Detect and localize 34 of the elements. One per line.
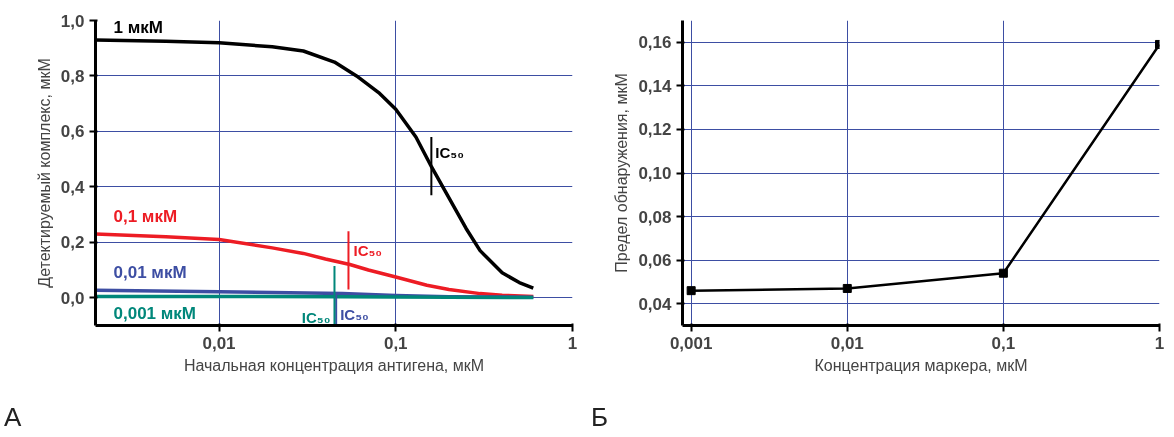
x-tick-label: 1: [1154, 333, 1165, 353]
y-tick-label: 0,0: [60, 288, 85, 308]
y-axis-title: Детектируемый комплекс, мкМ: [35, 58, 53, 288]
y-axis-title: Предел обнаружения, мкМ: [613, 73, 631, 273]
y-tick-label: 0,08: [638, 207, 672, 227]
x-tick-label: 0,001: [669, 333, 713, 353]
y-tick-label: 0,6: [60, 122, 85, 142]
series-label: 1 мкМ: [113, 17, 163, 37]
text: Б: [591, 401, 609, 434]
series-label: 0,01 мкМ: [113, 263, 187, 283]
x-tick-label: 0,1: [991, 333, 1016, 353]
x-tick-label: 0,01: [202, 333, 236, 353]
y-tick-label: 0,2: [60, 233, 85, 253]
series-label: 0,001 мкМ: [113, 304, 197, 324]
y-tick-label: 0,06: [638, 251, 672, 271]
y-tick-label: 0,10: [638, 164, 672, 183]
annotation: IC₅₀: [353, 241, 383, 259]
annotation: IC₅₀: [340, 305, 369, 323]
series-label: 0,1 мкМ: [113, 207, 178, 226]
y-tick-label: 0,4: [60, 177, 86, 197]
x-axis-title: Начальная концентрация антигена, мкМ: [183, 356, 485, 374]
x-tick-label: 0,01: [830, 333, 864, 353]
annotation: IC₅₀: [435, 144, 464, 162]
y-tick-label: 0,14: [638, 76, 673, 96]
x-tick-label: 1: [567, 333, 578, 353]
y-tick-label: 0,12: [638, 120, 672, 140]
y-tick-label: 0,8: [60, 66, 85, 86]
y-tick-label: 0,16: [638, 33, 672, 53]
annotation: IC₅₀: [301, 308, 331, 326]
x-axis-title: Концентрация маркера, мкМ: [814, 356, 1028, 374]
text: А: [4, 401, 22, 434]
y-tick-label: 0,04: [638, 294, 673, 314]
x-tick-label: 0,1: [383, 333, 408, 353]
y-tick-label: 1,0: [60, 11, 85, 31]
